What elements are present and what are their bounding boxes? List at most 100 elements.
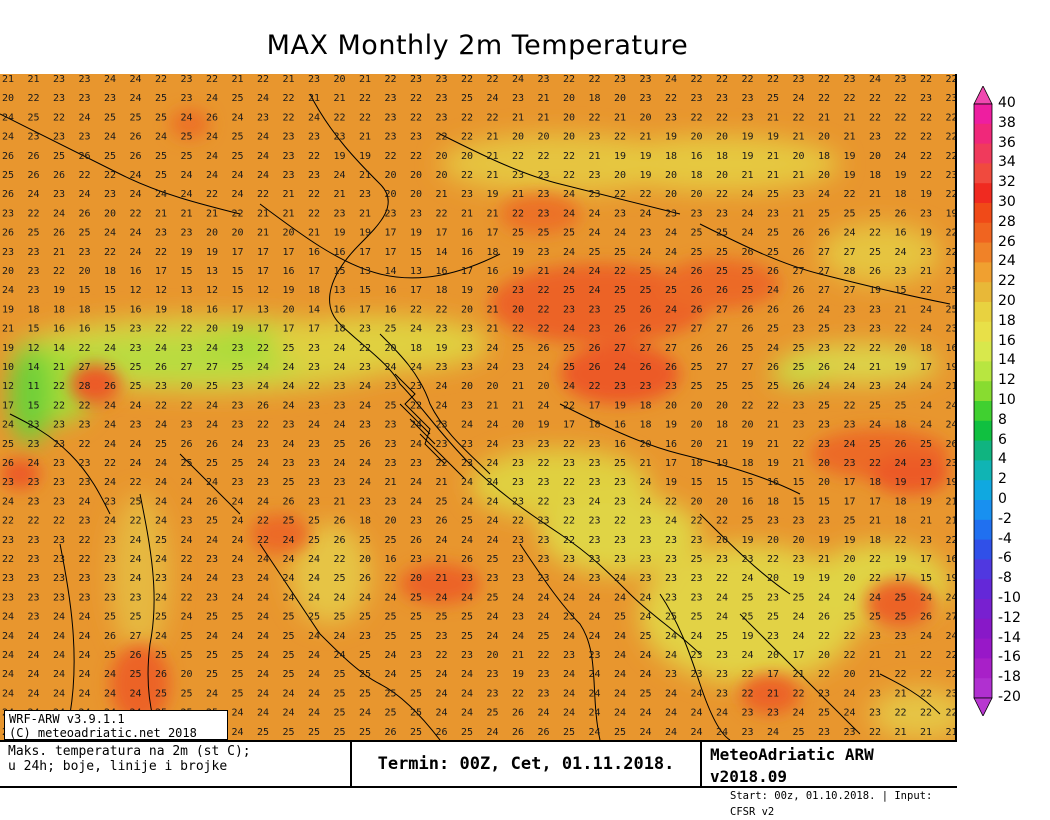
- grid-value: 22: [563, 170, 575, 181]
- grid-value: 24: [461, 496, 473, 507]
- grid-value: 25: [155, 112, 167, 123]
- grid-value: 25: [283, 612, 295, 623]
- grid-value: 25: [283, 650, 295, 661]
- grid-value: 23: [818, 439, 830, 450]
- grid-value: 24: [563, 669, 575, 680]
- grid-value: 15: [28, 400, 40, 411]
- grid-value: 25: [742, 285, 754, 296]
- grid-value: 22: [563, 151, 575, 162]
- grid-value: 17: [283, 324, 295, 335]
- colorbar-swatch: [974, 104, 992, 125]
- grid-value: 24: [869, 74, 881, 85]
- grid-value: 16: [487, 266, 499, 277]
- grid-value: 23: [461, 400, 473, 411]
- grid-value: 25: [410, 688, 422, 699]
- grid-value: 20: [818, 132, 830, 143]
- grid-value: 24: [2, 612, 14, 623]
- grid-value: 20: [716, 400, 728, 411]
- grid-value: 23: [589, 324, 601, 335]
- grid-value: 25: [767, 247, 779, 258]
- colorbar-swatch: [974, 519, 992, 541]
- map-canvas: 21 21 23 23 24 24 22 23 22 21 22 21 23 20 21 22 23 23 22 22…: [0, 74, 955, 740]
- grid-value: 20: [767, 573, 779, 584]
- grid-value: 24: [461, 592, 473, 603]
- grid-value: 22: [818, 631, 830, 642]
- colorbar-level-label: -16: [998, 649, 1021, 666]
- grid-value: 23: [283, 170, 295, 181]
- grid-value: 23: [742, 554, 754, 565]
- grid-value: 19: [334, 228, 346, 239]
- grid-value: 18: [53, 304, 65, 315]
- grid-value: 22: [181, 554, 193, 565]
- grid-value: 22: [334, 554, 346, 565]
- grid-value: 24: [2, 631, 14, 642]
- grid-value: 23: [334, 400, 346, 411]
- grid-value: 22: [895, 669, 907, 680]
- grid-value: 24: [334, 631, 346, 642]
- grid-value: 23: [895, 266, 907, 277]
- grid-value: 24: [665, 708, 677, 719]
- grid-value: 24: [359, 708, 371, 719]
- grid-value: 14: [308, 304, 320, 315]
- grid-value: 22: [308, 189, 320, 200]
- grid-value: 21: [181, 208, 193, 219]
- grid-value: 23: [512, 573, 524, 584]
- grid-value: 23: [53, 189, 65, 200]
- grid-value: 22: [869, 112, 881, 123]
- grid-value: 20: [385, 170, 397, 181]
- grid-value: 19: [614, 400, 626, 411]
- grid-value: 22: [308, 208, 320, 219]
- grid-value: 20: [563, 93, 575, 104]
- grid-value: 23: [716, 554, 728, 565]
- grid-value: 25: [232, 612, 244, 623]
- grid-value: 25: [614, 247, 626, 258]
- termin-label: Termin: 00Z, Cet, 01.11.2018.: [350, 742, 702, 786]
- colorbar-swatch: [974, 183, 992, 204]
- grid-value: 25: [436, 496, 448, 507]
- grid-value: 18: [869, 477, 881, 488]
- colorbar-level-label: 10: [998, 392, 1016, 408]
- grid-value: 18: [410, 343, 422, 354]
- warm-regions: [0, 109, 950, 724]
- grid-value: 24: [28, 669, 40, 680]
- grid-value: 20: [334, 74, 346, 85]
- grid-value: 24: [487, 535, 499, 546]
- grid-value: 20: [232, 228, 244, 239]
- grid-value: 16: [614, 420, 626, 431]
- grid-value: 23: [589, 554, 601, 565]
- grid-value: 24: [665, 516, 677, 527]
- grid-value: 15: [104, 304, 116, 315]
- grid-value: 23: [869, 381, 881, 392]
- colorbar-swatch: [974, 143, 992, 164]
- grid-value: 23: [283, 132, 295, 143]
- grid-value: 23: [155, 228, 167, 239]
- grid-value: 18: [334, 324, 346, 335]
- grid-value: 23: [257, 112, 269, 123]
- grid-value: 21: [334, 189, 346, 200]
- grid-value: 27: [79, 362, 91, 373]
- grid-value: 23: [563, 496, 575, 507]
- grid-value: 24: [206, 420, 218, 431]
- grid-value: 24: [436, 708, 448, 719]
- grid-value: 28: [79, 381, 91, 392]
- grid-value: 23: [869, 688, 881, 699]
- grid-value: 21: [487, 170, 499, 181]
- grid-value: 25: [691, 381, 703, 392]
- colorbar-swatch: [974, 302, 992, 323]
- grid-value: 23: [538, 189, 550, 200]
- grid-value: 24: [589, 708, 601, 719]
- grid-value: 21: [869, 189, 881, 200]
- grid-value: 24: [257, 554, 269, 565]
- grid-value: 25: [232, 132, 244, 143]
- grid-value: 19: [487, 189, 499, 200]
- grid-value: 23: [946, 93, 956, 104]
- grid-value: 22: [869, 458, 881, 469]
- grid-value: 25: [640, 688, 652, 699]
- grid-value: 24: [181, 612, 193, 623]
- grid-value: 25: [691, 612, 703, 623]
- grid-value: 23: [589, 189, 601, 200]
- grid-value: 16: [895, 228, 907, 239]
- coastlines: [0, 93, 951, 740]
- grid-value: 25: [895, 592, 907, 603]
- grid-value: 24: [232, 170, 244, 181]
